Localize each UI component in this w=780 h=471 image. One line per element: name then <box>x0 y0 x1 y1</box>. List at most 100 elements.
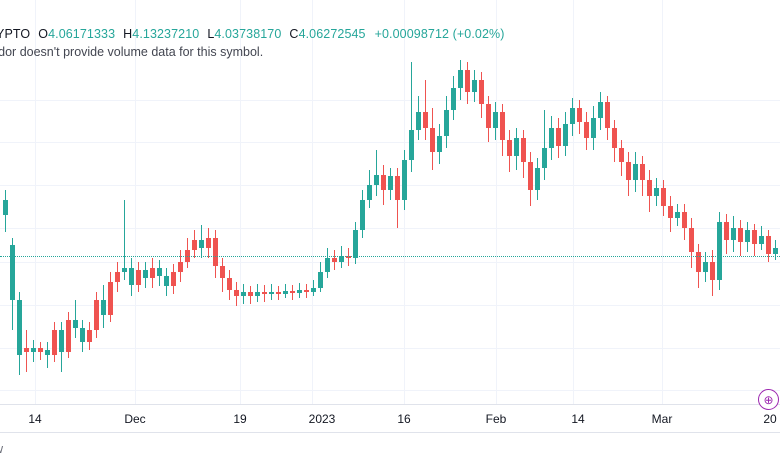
candle-body <box>59 330 64 352</box>
candle-body <box>745 230 750 242</box>
candle-body <box>381 175 386 190</box>
horizontal-gridline <box>0 142 780 143</box>
candle-body <box>717 222 722 280</box>
candle-body <box>479 80 484 104</box>
candle-body <box>766 236 771 254</box>
time-axis-tick: 16 <box>397 412 411 426</box>
candle-body <box>108 282 113 315</box>
symbol-label: CRYPTO <box>0 27 31 41</box>
candle-body <box>367 185 372 200</box>
timeframe-label[interactable]: w <box>0 442 3 456</box>
candle-body <box>143 270 148 278</box>
horizontal-gridline <box>0 390 780 391</box>
purple-circle-glyph: ⊕ <box>763 392 774 407</box>
candle-body <box>45 350 50 355</box>
candle-body <box>619 148 624 162</box>
ohlc-value: 4.13237210 <box>132 27 200 41</box>
candle-body <box>374 175 379 185</box>
candle-body <box>164 276 169 286</box>
candle-body <box>493 112 498 128</box>
candle-body <box>171 272 176 286</box>
candle-body <box>332 258 337 262</box>
purple-circle-icon[interactable]: ⊕ <box>758 389 779 410</box>
candle-body <box>696 252 701 272</box>
vertical-gridline <box>240 0 241 404</box>
candle-body <box>535 168 540 190</box>
time-axis-tick: Dec <box>124 412 146 426</box>
candle-body <box>31 348 36 352</box>
candle-body <box>451 88 456 110</box>
candle-body <box>402 160 407 200</box>
time-axis-tick: 14 <box>28 412 42 426</box>
candle-body <box>52 330 57 355</box>
candle-body <box>444 110 449 136</box>
horizontal-gridline <box>0 262 780 263</box>
candle-body <box>570 108 575 124</box>
candle-body <box>17 300 22 355</box>
candle-body <box>703 262 708 272</box>
candle-body <box>297 290 302 293</box>
candle-wick <box>124 200 125 280</box>
candle-body <box>290 291 295 293</box>
vertical-gridline <box>135 0 136 404</box>
candle-body <box>248 292 253 296</box>
candle-body <box>556 128 561 146</box>
candle-body <box>388 176 393 190</box>
candle-body <box>563 124 568 146</box>
candle-body <box>647 180 652 196</box>
candle-body <box>325 258 330 272</box>
candle-body <box>234 290 239 296</box>
candle-body <box>122 268 127 272</box>
candle-body <box>24 348 29 352</box>
candle-body <box>752 230 757 244</box>
candle-body <box>661 188 666 206</box>
ohlc-key: L <box>207 27 215 41</box>
ohlc-key: C <box>289 27 299 41</box>
candle-body <box>101 300 106 315</box>
time-axis[interactable]: 14 Dec 19 2023 16 Feb 14 Mar 20 <box>0 404 780 433</box>
horizontal-gridline <box>0 348 780 349</box>
candle-body <box>150 268 155 278</box>
candle-body <box>458 70 463 88</box>
candlestick-series <box>3 60 778 375</box>
candle-body <box>276 292 281 294</box>
candle-body <box>521 138 526 162</box>
candle-body <box>199 240 204 248</box>
ohlc-values: O4.06171333 H4.13237210 L4.03738170 C4.0627… <box>30 27 365 41</box>
candle-body <box>73 320 78 328</box>
candle-body <box>136 270 141 285</box>
time-axis-tick: Mar <box>651 412 673 426</box>
candle-body <box>626 162 631 180</box>
candle-body <box>416 112 421 130</box>
candle-body <box>206 238 211 248</box>
ohlc-value: 4.06272545 <box>298 27 366 41</box>
candle-wick <box>425 80 426 140</box>
candle-body <box>612 128 617 148</box>
candle-body <box>311 288 316 292</box>
candle-body <box>640 164 645 180</box>
candle-body <box>262 292 267 294</box>
candle-body <box>360 200 365 230</box>
candle-body <box>353 230 358 258</box>
vertical-gridline <box>496 0 497 404</box>
candle-body <box>255 292 260 296</box>
candle-body <box>395 176 400 200</box>
candle-body <box>465 70 470 92</box>
candle-body <box>507 140 512 156</box>
candle-body <box>542 148 547 168</box>
candle-body <box>192 240 197 250</box>
candle-body <box>423 112 428 128</box>
candle-body <box>724 222 729 240</box>
ohlc-legend[interactable]: CRYPTO O4.06171333 H4.13237210 L4.03738170 C… <box>0 27 505 42</box>
candle-body <box>598 102 603 118</box>
candle-body <box>129 268 134 285</box>
candle-body <box>731 228 736 240</box>
candle-body <box>549 128 554 148</box>
candle-body <box>66 320 71 352</box>
ohlc-value: 4.06171333 <box>48 27 116 41</box>
chart-plot-area[interactable] <box>0 0 780 404</box>
candle-body <box>115 272 120 282</box>
candle-body <box>584 122 589 138</box>
candle-body <box>213 238 218 266</box>
candle-body <box>409 130 414 160</box>
